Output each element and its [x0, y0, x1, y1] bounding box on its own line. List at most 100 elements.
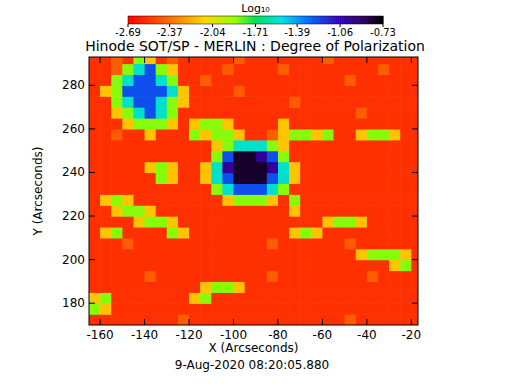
cell: [222, 292, 234, 303]
cell: [167, 194, 179, 205]
cell: [100, 140, 112, 151]
cell: [122, 303, 134, 314]
cell: [111, 227, 123, 238]
cell: [189, 162, 201, 173]
cell: [267, 118, 279, 129]
cell: [122, 96, 134, 107]
cell: [367, 205, 379, 216]
cell: [200, 140, 212, 151]
cell: [256, 151, 268, 162]
cell: [278, 303, 290, 314]
cell: [178, 249, 190, 260]
cell: [356, 96, 368, 107]
cell: [111, 96, 123, 107]
cell: [222, 216, 234, 227]
cell: [389, 183, 401, 194]
cell: [100, 107, 112, 118]
cell: [111, 271, 123, 282]
cell: [311, 260, 323, 271]
cell: [133, 183, 145, 194]
cell: [111, 303, 123, 314]
cell: [356, 162, 368, 173]
cell: [334, 140, 346, 151]
cell: [311, 118, 323, 129]
cell: [222, 151, 234, 162]
cell: [356, 249, 368, 260]
cell: [189, 216, 201, 227]
cell: [267, 162, 279, 173]
x-tick-label: -160: [86, 328, 113, 342]
x-tick-label: -20: [402, 328, 422, 342]
cell: [189, 129, 201, 140]
cell: [345, 271, 357, 282]
cell: [300, 162, 312, 173]
cell: [233, 216, 245, 227]
cell: [411, 57, 418, 64]
cell: [400, 292, 412, 303]
cell: [256, 118, 268, 129]
cell: [367, 96, 379, 107]
x-tick-top: [277, 57, 278, 63]
cell: [378, 118, 390, 129]
cell: [289, 281, 301, 292]
cell: [145, 249, 157, 260]
cell: [222, 172, 234, 183]
cell: [178, 227, 190, 238]
cell: [322, 183, 334, 194]
cell: [278, 260, 290, 271]
cell: [200, 260, 212, 271]
cell: [133, 107, 145, 118]
cell: [178, 85, 190, 96]
cell: [278, 57, 290, 64]
cell: [367, 64, 379, 75]
cell: [156, 249, 168, 260]
colorbar-tick-label: -1.06: [327, 27, 353, 38]
cell: [133, 292, 145, 303]
cell: [400, 314, 412, 325]
cell: [100, 64, 112, 75]
cell: [278, 292, 290, 303]
cell: [111, 85, 123, 96]
cell: [256, 85, 268, 96]
cell: [245, 151, 257, 162]
cell: [334, 216, 346, 227]
cell: [233, 129, 245, 140]
y-tick-label: 260: [62, 122, 85, 136]
cell: [322, 172, 334, 183]
cell: [167, 64, 179, 75]
cell: [400, 303, 412, 314]
cell: [200, 129, 212, 140]
cell: [311, 140, 323, 151]
cell: [400, 271, 412, 282]
cell: [289, 183, 301, 194]
cell: [89, 205, 101, 216]
cell: [200, 249, 212, 260]
cell: [133, 194, 145, 205]
cell: [233, 118, 245, 129]
cell: [233, 57, 245, 64]
cell: [189, 107, 201, 118]
cell: [233, 107, 245, 118]
cell: [411, 162, 418, 173]
cell: [200, 238, 212, 249]
y-tick-label: 220: [62, 209, 85, 223]
cell: [189, 271, 201, 282]
cell: [322, 129, 334, 140]
cell: [133, 140, 145, 151]
cell: [267, 85, 279, 96]
cell: [233, 249, 245, 260]
cell: [278, 183, 290, 194]
cell: [289, 303, 301, 314]
cell: [278, 281, 290, 292]
cell: [211, 85, 223, 96]
cell: [322, 151, 334, 162]
y-tick-label: 180: [62, 296, 85, 310]
cell: [245, 249, 257, 260]
cell: [334, 129, 346, 140]
cell: [256, 314, 268, 325]
cell: [278, 162, 290, 173]
cell: [278, 227, 290, 238]
cell: [345, 260, 357, 271]
colorbar-tick-label: -2.69: [115, 27, 141, 38]
cell: [133, 205, 145, 216]
